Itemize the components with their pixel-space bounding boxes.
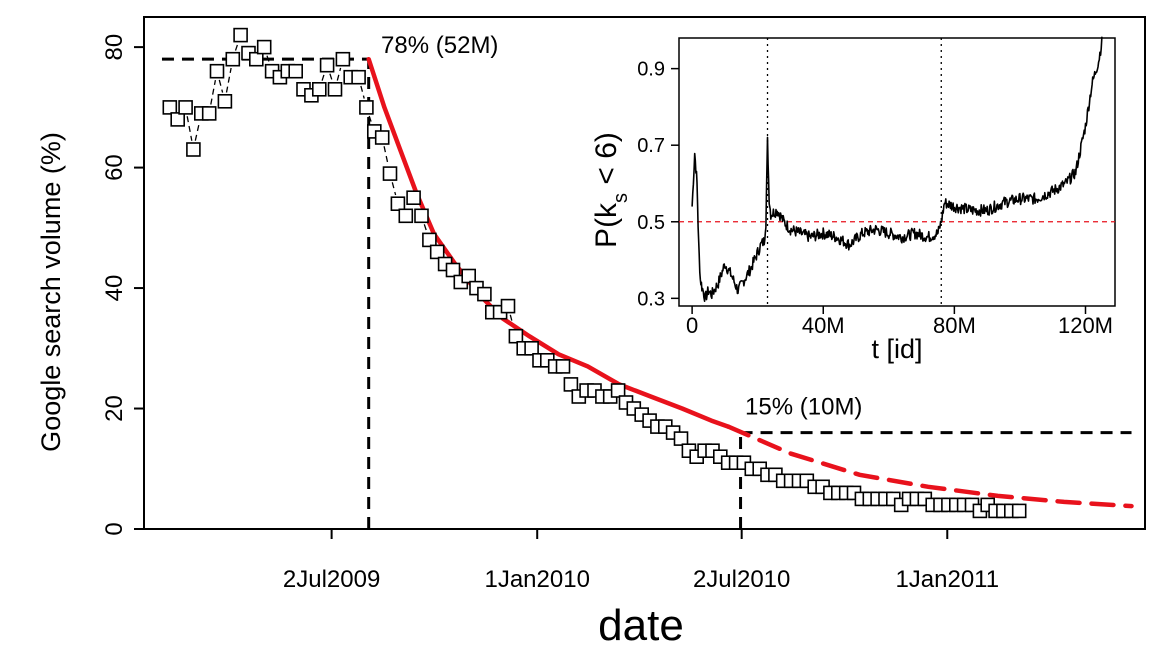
main-axes: 2Jul2009 1Jan2010 2Jul2010 1Jan2011 0 20 40 60 8… xyxy=(101,34,999,593)
data-point-31 xyxy=(406,190,421,205)
inset-x-tick-label-1: 40M xyxy=(802,313,845,338)
data-point-16 xyxy=(288,63,304,79)
data-point-40 xyxy=(477,286,492,302)
data-point-38 xyxy=(461,268,477,284)
data-point-2 xyxy=(178,100,193,115)
main-annotations: 78% (52M) 15% (10M) xyxy=(381,32,862,420)
main-y-axis-label: Google search volume (%) xyxy=(36,132,66,452)
data-point-51 xyxy=(563,377,579,392)
data-point-33 xyxy=(422,232,437,248)
inset-series-line xyxy=(691,36,1103,302)
data-point-0 xyxy=(162,100,178,115)
data-point-30 xyxy=(398,208,414,224)
main-plot: 2Jul2009 1Jan2010 2Jul2010 1Jan2011 0 20 40 60 8… xyxy=(36,16,1146,650)
data-point-108 xyxy=(1011,503,1027,519)
main-x-tick-label-3: 1Jan2011 xyxy=(895,566,999,593)
data-point-57 xyxy=(610,383,626,398)
data-point-25 xyxy=(359,100,374,115)
main-x-tick-label-0: 2Jul2009 xyxy=(283,566,380,593)
data-point-27 xyxy=(374,130,390,145)
inset-y-label-subscript: s xyxy=(610,193,632,203)
data-point-3 xyxy=(186,142,201,157)
inset-plot-frame xyxy=(678,37,1116,307)
data-point-20 xyxy=(319,57,335,73)
main-y-tick-label-0: 0 xyxy=(101,522,128,535)
data-point-28 xyxy=(382,166,398,181)
inset-y-tick-label-3: 0.9 xyxy=(637,59,665,81)
data-point-50 xyxy=(555,359,571,374)
main-x-tick-label-1: 1Jan2010 xyxy=(484,566,589,593)
inset-y-label-main: P(k xyxy=(590,202,623,248)
inset-x-tick-label-3: 120M xyxy=(1058,313,1113,338)
data-point-65 xyxy=(673,431,689,446)
main-points xyxy=(162,27,1027,519)
data-point-21 xyxy=(327,82,343,97)
inset-axes: 0 40M 80M 120M 0.3 0.5 0.7 0.9 xyxy=(637,59,1113,338)
data-point-6 xyxy=(209,63,225,79)
data-point-1 xyxy=(170,112,185,127)
data-point-19 xyxy=(311,82,327,97)
inset-y-tick-label-1: 0.5 xyxy=(637,212,665,234)
inset-x-tick-label-2: 80M xyxy=(933,313,976,338)
main-y-tick-label-2: 40 xyxy=(101,275,128,302)
fit-curve-solid xyxy=(366,56,731,429)
inset-x-tick-label-0: 0 xyxy=(686,313,698,338)
data-point-36 xyxy=(445,262,461,278)
inset-x-axis-label: t [id] xyxy=(871,334,922,364)
main-y-tick-label-1: 20 xyxy=(101,395,128,422)
data-point-43 xyxy=(500,298,516,314)
data-point-7 xyxy=(217,94,233,109)
inset-y-tick-label-2: 0.7 xyxy=(637,135,665,157)
main-y-tick-label-3: 60 xyxy=(101,154,128,181)
fit-curve-dashed xyxy=(725,424,1134,509)
main-lines xyxy=(161,43,1134,529)
data-point-22 xyxy=(335,51,351,67)
inset-y-label-tail: < 6) xyxy=(590,132,623,193)
data-point-11 xyxy=(249,51,264,67)
point-connectors xyxy=(186,43,515,328)
data-point-46 xyxy=(524,340,539,356)
annotation-1: 15% (10M) xyxy=(745,394,862,421)
data-point-29 xyxy=(390,196,406,211)
main-x-axis-label: date xyxy=(598,601,684,650)
data-point-9 xyxy=(233,27,248,43)
inset-plot: 0 40M 80M 120M 0.3 0.5 0.7 0.9 t [id] P(ks < 6) xyxy=(590,36,1116,364)
main-y-tick-label-4: 80 xyxy=(101,34,128,61)
data-point-8 xyxy=(225,51,241,67)
data-point-24 xyxy=(351,69,366,85)
inset-y-axis-label: P(ks < 6) xyxy=(590,132,632,248)
annotation-0: 78% (52M) xyxy=(381,32,498,59)
data-point-12 xyxy=(256,39,272,55)
data-point-5 xyxy=(201,106,217,121)
inset-lines xyxy=(679,36,1115,306)
inset-y-tick-label-0: 0.3 xyxy=(637,288,665,310)
data-point-44 xyxy=(508,328,524,344)
data-point-34 xyxy=(429,244,445,260)
data-point-32 xyxy=(414,208,429,224)
main-plot-frame xyxy=(143,16,1146,530)
main-x-tick-label-2: 2Jul2010 xyxy=(693,566,790,593)
